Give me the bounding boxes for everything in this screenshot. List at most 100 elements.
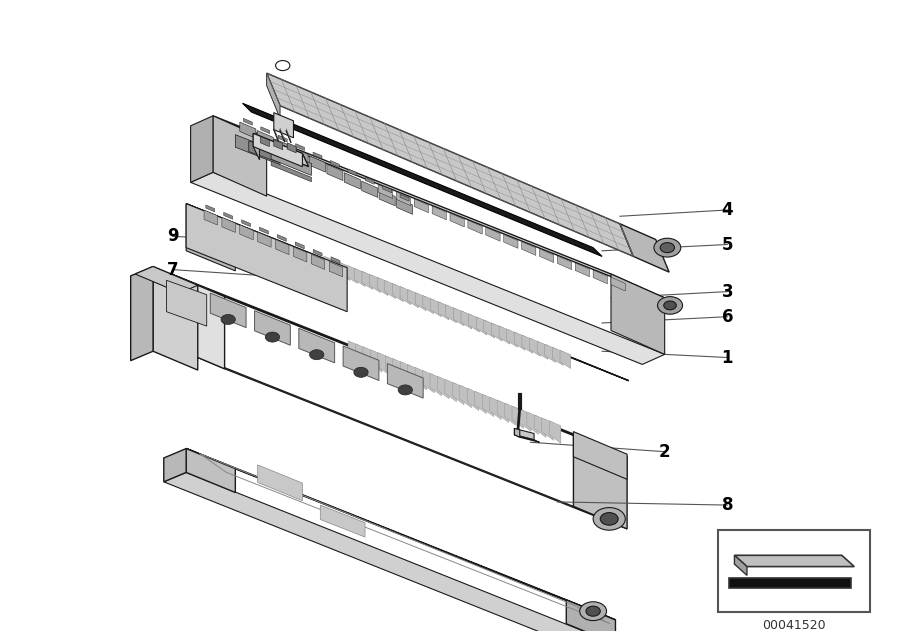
Polygon shape — [408, 289, 418, 308]
Polygon shape — [461, 311, 472, 329]
Polygon shape — [310, 156, 326, 172]
Polygon shape — [482, 394, 494, 417]
Polygon shape — [186, 204, 235, 271]
Polygon shape — [370, 274, 381, 293]
Circle shape — [661, 242, 674, 252]
Polygon shape — [235, 135, 280, 165]
Polygon shape — [378, 184, 392, 198]
Polygon shape — [397, 198, 412, 214]
Polygon shape — [271, 147, 311, 176]
Polygon shape — [266, 73, 280, 118]
Polygon shape — [277, 235, 286, 242]
Polygon shape — [253, 134, 309, 167]
Polygon shape — [573, 434, 627, 529]
Polygon shape — [573, 432, 627, 480]
Polygon shape — [211, 293, 246, 328]
Polygon shape — [423, 296, 434, 314]
Polygon shape — [515, 435, 539, 442]
Polygon shape — [387, 364, 423, 398]
Polygon shape — [241, 220, 250, 226]
Polygon shape — [454, 308, 464, 326]
Polygon shape — [468, 220, 482, 234]
Polygon shape — [313, 152, 322, 159]
Circle shape — [266, 332, 280, 342]
Polygon shape — [430, 299, 441, 317]
Polygon shape — [537, 341, 548, 359]
Polygon shape — [408, 364, 419, 387]
Polygon shape — [130, 266, 153, 361]
Polygon shape — [363, 347, 374, 370]
Polygon shape — [557, 256, 572, 270]
Text: 8: 8 — [722, 496, 733, 514]
Text: 6: 6 — [722, 308, 733, 326]
Polygon shape — [379, 190, 395, 206]
Text: 2: 2 — [659, 443, 670, 460]
Polygon shape — [171, 274, 225, 369]
Polygon shape — [620, 224, 669, 272]
Polygon shape — [213, 116, 665, 298]
Polygon shape — [526, 412, 538, 434]
Polygon shape — [311, 254, 325, 270]
Polygon shape — [515, 429, 534, 439]
Polygon shape — [248, 141, 280, 163]
Polygon shape — [257, 465, 302, 501]
Polygon shape — [450, 213, 464, 227]
Polygon shape — [362, 272, 373, 289]
Text: 9: 9 — [166, 227, 178, 245]
Polygon shape — [186, 204, 347, 312]
Polygon shape — [514, 332, 525, 350]
Polygon shape — [549, 421, 561, 443]
Polygon shape — [253, 134, 259, 160]
Polygon shape — [611, 277, 625, 291]
Polygon shape — [382, 186, 392, 193]
Polygon shape — [430, 373, 442, 396]
Text: 7: 7 — [166, 261, 178, 279]
Polygon shape — [261, 127, 270, 134]
Polygon shape — [490, 397, 501, 420]
Text: 4: 4 — [722, 201, 734, 219]
Polygon shape — [253, 134, 302, 167]
Polygon shape — [356, 343, 367, 366]
Polygon shape — [348, 341, 360, 363]
Circle shape — [586, 606, 600, 616]
Polygon shape — [327, 164, 343, 181]
Polygon shape — [593, 270, 608, 284]
Polygon shape — [385, 280, 396, 299]
Polygon shape — [243, 118, 252, 125]
Polygon shape — [257, 130, 274, 147]
Polygon shape — [331, 259, 342, 277]
Polygon shape — [239, 122, 256, 139]
Polygon shape — [186, 448, 235, 492]
Polygon shape — [515, 429, 520, 438]
Polygon shape — [560, 350, 571, 368]
Polygon shape — [206, 205, 215, 212]
Circle shape — [600, 513, 618, 525]
Polygon shape — [287, 143, 296, 153]
Polygon shape — [224, 212, 232, 219]
Polygon shape — [292, 148, 308, 163]
Polygon shape — [453, 382, 464, 404]
Polygon shape — [331, 257, 340, 264]
Polygon shape — [266, 73, 634, 256]
Circle shape — [580, 602, 607, 621]
Polygon shape — [343, 346, 379, 380]
Polygon shape — [324, 256, 335, 274]
Polygon shape — [362, 181, 378, 197]
Polygon shape — [259, 227, 268, 234]
Polygon shape — [507, 329, 517, 347]
Polygon shape — [299, 328, 335, 363]
Polygon shape — [544, 344, 555, 363]
Polygon shape — [392, 284, 403, 301]
Polygon shape — [365, 177, 374, 184]
Text: 00041520: 00041520 — [762, 619, 826, 632]
Polygon shape — [414, 199, 428, 213]
Polygon shape — [467, 388, 479, 411]
Polygon shape — [213, 116, 266, 196]
Polygon shape — [204, 210, 218, 225]
Polygon shape — [329, 262, 343, 277]
Polygon shape — [385, 356, 397, 378]
Polygon shape — [166, 280, 207, 326]
Polygon shape — [330, 160, 339, 167]
Polygon shape — [505, 403, 517, 425]
Polygon shape — [734, 555, 747, 576]
